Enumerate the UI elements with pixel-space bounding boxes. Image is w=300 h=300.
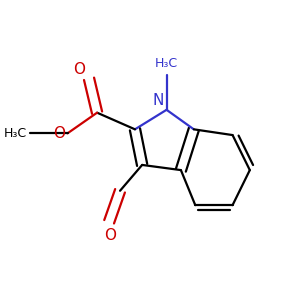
Text: O: O [53,126,65,141]
Text: O: O [105,228,117,243]
Text: O: O [74,62,86,77]
Text: H₃C: H₃C [155,57,178,70]
Text: N: N [153,93,164,108]
Text: H₃C: H₃C [4,127,27,140]
